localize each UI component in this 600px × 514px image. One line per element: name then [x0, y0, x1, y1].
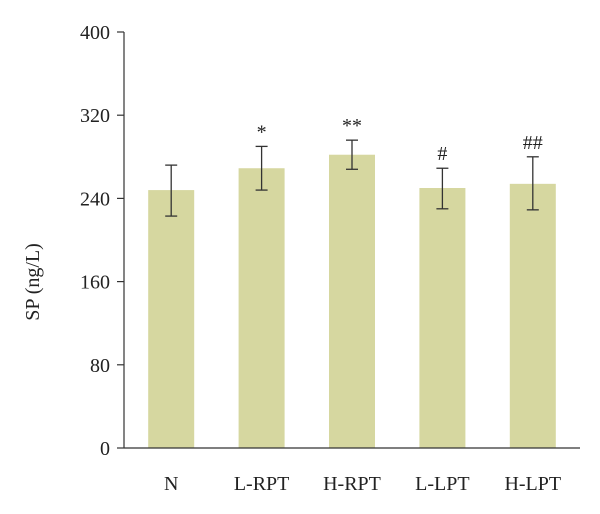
x-tick-label-l-rpt: L-RPT [234, 473, 290, 495]
y-tick-label-160: 160 [80, 272, 110, 294]
bar-l-lpt [419, 188, 466, 448]
significance-mark-l-rpt: * [257, 121, 267, 143]
bars-group [148, 154, 556, 449]
significance-mark-l-lpt: # [437, 143, 447, 165]
y-tick-label-320: 320 [80, 105, 110, 127]
y-tick-label-400: 400 [80, 22, 110, 44]
bar-h-lpt [509, 183, 556, 448]
x-tick-label-h-rpt: H-RPT [323, 473, 381, 495]
y-tick-label-240: 240 [80, 188, 110, 210]
bar-l-rpt [238, 168, 285, 449]
bar-h-rpt [329, 154, 375, 448]
x-tick-label-h-lpt: H-LPT [504, 473, 561, 495]
y-tick-label-0: 0 [100, 438, 110, 460]
error-bars-group [165, 139, 539, 217]
significance-mark-h-rpt: ** [342, 115, 362, 137]
x-tick-label-l-lpt: L-LPT [415, 473, 469, 495]
y-ticks-group: 0 80 160 240 320 400 [80, 22, 124, 460]
significance-mark-h-lpt: ## [523, 132, 543, 154]
axes-group [123, 32, 580, 449]
bar-n [148, 190, 195, 448]
y-axis-label: SP (ng/L) [22, 243, 44, 321]
x-labels-group: N L-RPT H-RPT L-LPT H-LPT [164, 473, 561, 495]
y-tick-label-80: 80 [90, 355, 110, 377]
x-tick-label-n: N [164, 473, 178, 495]
annotations-group: * **### [257, 115, 543, 165]
